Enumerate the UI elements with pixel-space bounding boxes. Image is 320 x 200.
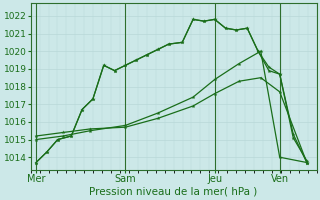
X-axis label: Pression niveau de la mer( hPa ): Pression niveau de la mer( hPa ) (90, 187, 258, 197)
